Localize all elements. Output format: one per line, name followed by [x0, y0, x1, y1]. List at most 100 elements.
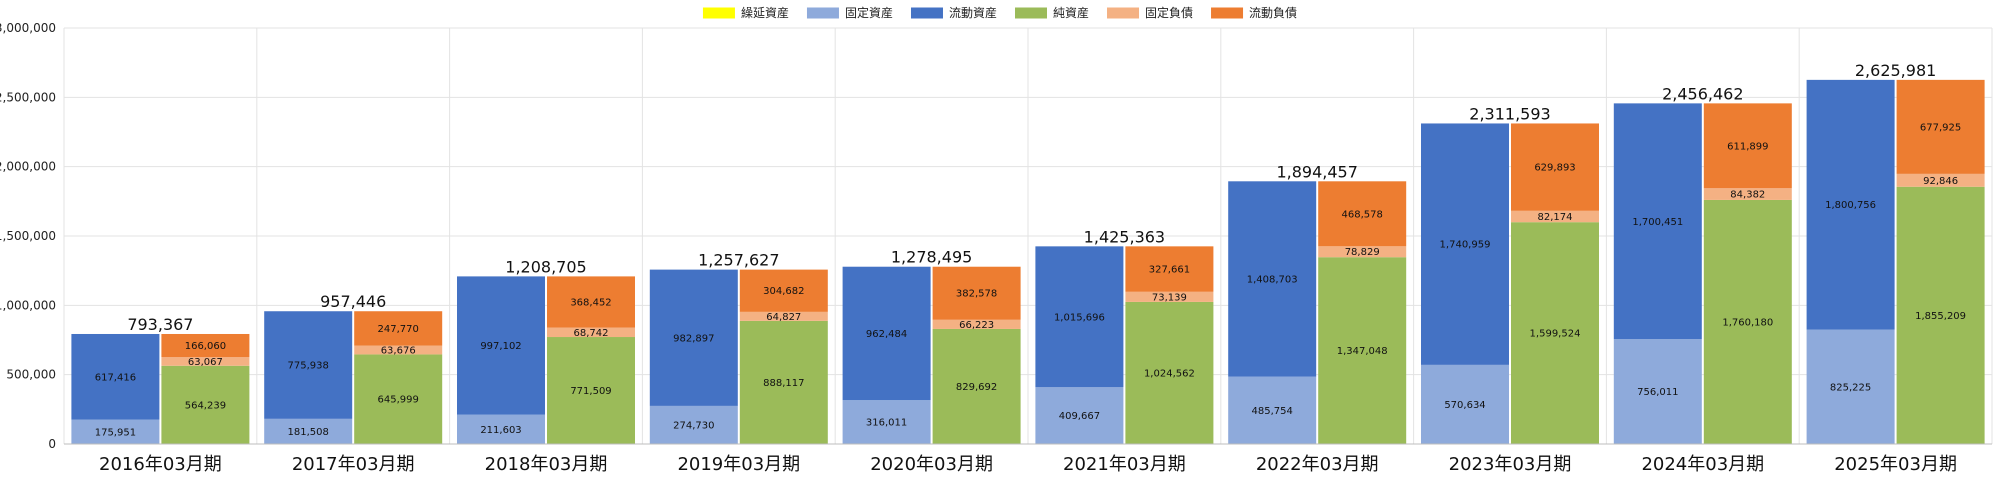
- bar-segment: [1896, 79, 1985, 174]
- segment-value-label: 982,897: [673, 333, 714, 344]
- bar-segment: [1613, 103, 1702, 340]
- segment-value-label: 63,676: [381, 346, 416, 357]
- segment-value-label: 181,508: [288, 427, 329, 438]
- y-tick-label: 2,000,000: [0, 160, 56, 174]
- y-tick-label: 2,500,000: [0, 90, 56, 104]
- x-tick-label: 2022年03月期: [1256, 454, 1379, 475]
- segment-value-label: 1,800,756: [1825, 200, 1876, 211]
- legend-label: 流動負債: [1249, 5, 1297, 20]
- bar-segment: [1806, 329, 1895, 444]
- total-value-label: 1,257,627: [698, 251, 779, 270]
- legend-label: 流動資産: [949, 5, 997, 20]
- bar-segment: [1318, 257, 1407, 444]
- segment-value-label: 84,382: [1730, 190, 1765, 201]
- bar-segment: [1421, 364, 1509, 444]
- segment-value-label: 888,117: [763, 378, 804, 389]
- total-value-label: 793,367: [127, 315, 193, 334]
- segment-value-label: 247,770: [378, 324, 419, 335]
- segment-value-label: 92,846: [1923, 176, 1958, 187]
- bar-segment: [71, 333, 160, 420]
- segment-value-label: 166,060: [185, 341, 226, 352]
- x-tick-label: 2016年03月期: [99, 454, 222, 475]
- bar-segment: [161, 333, 250, 358]
- total-value-label: 2,311,593: [1469, 104, 1550, 123]
- bar-segment: [1125, 301, 1214, 444]
- x-tick-label: 2023年03月期: [1449, 454, 1572, 475]
- x-tick-label: 2021年03月期: [1063, 454, 1186, 475]
- legend-swatch: [1107, 7, 1140, 19]
- bar-segment: [547, 327, 635, 338]
- bar-segment: [1703, 188, 1792, 200]
- x-tick-label: 2019年03月期: [677, 454, 800, 475]
- legend-label: 固定資産: [845, 5, 893, 20]
- x-tick-label: 2017年03月期: [292, 454, 415, 475]
- segment-value-label: 382,578: [956, 289, 997, 300]
- legend-swatch: [910, 7, 943, 19]
- bar-segment: [161, 365, 250, 444]
- bar-segment: [842, 266, 931, 401]
- bar-segment: [932, 266, 1021, 320]
- bar-segment: [1421, 123, 1509, 365]
- bar-segment: [1125, 246, 1214, 292]
- segment-value-label: 756,011: [1637, 387, 1678, 398]
- bar-segment: [1035, 246, 1124, 388]
- bar-segment: [739, 311, 828, 321]
- segment-value-label: 645,999: [378, 395, 419, 406]
- segment-value-label: 1,408,703: [1247, 274, 1298, 285]
- segment-value-label: 677,925: [1920, 122, 1961, 133]
- bar-segment: [842, 400, 931, 444]
- bar-segment: [1613, 339, 1702, 444]
- total-value-label: 2,456,462: [1662, 84, 1743, 103]
- segment-value-label: 771,509: [570, 386, 611, 397]
- segment-value-label: 368,452: [570, 297, 611, 308]
- segment-value-label: 1,760,180: [1722, 317, 1773, 328]
- segment-value-label: 1,740,959: [1440, 240, 1491, 251]
- bar-segment: [161, 357, 250, 366]
- total-value-label: 1,425,363: [1084, 227, 1165, 246]
- x-tick-label: 2018年03月期: [485, 454, 608, 475]
- bar-segment: [354, 345, 443, 355]
- bar-segment: [1228, 181, 1317, 377]
- total-value-label: 1,894,457: [1276, 162, 1357, 181]
- bar-segment: [1125, 291, 1214, 302]
- bar-segment: [739, 320, 828, 444]
- bar-segment: [1511, 123, 1599, 211]
- bar-segment: [649, 405, 738, 444]
- segment-value-label: 1,700,451: [1632, 217, 1683, 228]
- bar-segment: [1511, 210, 1599, 223]
- legend-swatch: [1015, 7, 1047, 19]
- segment-value-label: 485,754: [1252, 406, 1293, 417]
- y-tick-label: 500,000: [6, 368, 56, 382]
- bar-segment: [1511, 222, 1599, 444]
- bar-segment: [1703, 199, 1792, 444]
- total-value-label: 2,625,981: [1855, 61, 1936, 80]
- bar-segment: [1318, 181, 1407, 247]
- legend-swatch: [806, 7, 839, 19]
- bar-segment: [547, 337, 635, 444]
- segment-value-label: 775,938: [288, 361, 329, 372]
- segment-value-label: 564,239: [185, 400, 226, 411]
- segment-value-label: 1,599,524: [1530, 329, 1581, 340]
- bar-layer: [71, 79, 1985, 444]
- segment-value-label: 73,139: [1152, 292, 1187, 303]
- segment-value-label: 316,011: [866, 418, 907, 429]
- segment-value-label: 78,829: [1345, 247, 1380, 258]
- segment-value-label: 570,634: [1444, 400, 1485, 411]
- x-tick-label: 2025年03月期: [1834, 454, 1957, 475]
- segment-value-label: 274,730: [673, 420, 714, 431]
- legend-label: 純資産: [1053, 5, 1089, 20]
- segment-value-label: 1,024,562: [1144, 368, 1195, 379]
- label-layer: 175,951 617,416 564,239 63,067 166,060 793,36…: [95, 61, 1966, 438]
- bar-segment: [457, 276, 545, 415]
- segment-value-label: 617,416: [95, 372, 136, 383]
- segment-value-label: 82,174: [1538, 212, 1573, 223]
- segment-value-label: 327,661: [1149, 265, 1190, 276]
- segment-value-label: 629,893: [1534, 163, 1575, 174]
- segment-value-label: 1,855,209: [1915, 311, 1966, 322]
- bar-segment: [932, 319, 1021, 329]
- segment-value-label: 1,347,048: [1337, 346, 1388, 357]
- bar-segment: [739, 269, 828, 312]
- y-tick-label: 1,500,000: [0, 229, 56, 243]
